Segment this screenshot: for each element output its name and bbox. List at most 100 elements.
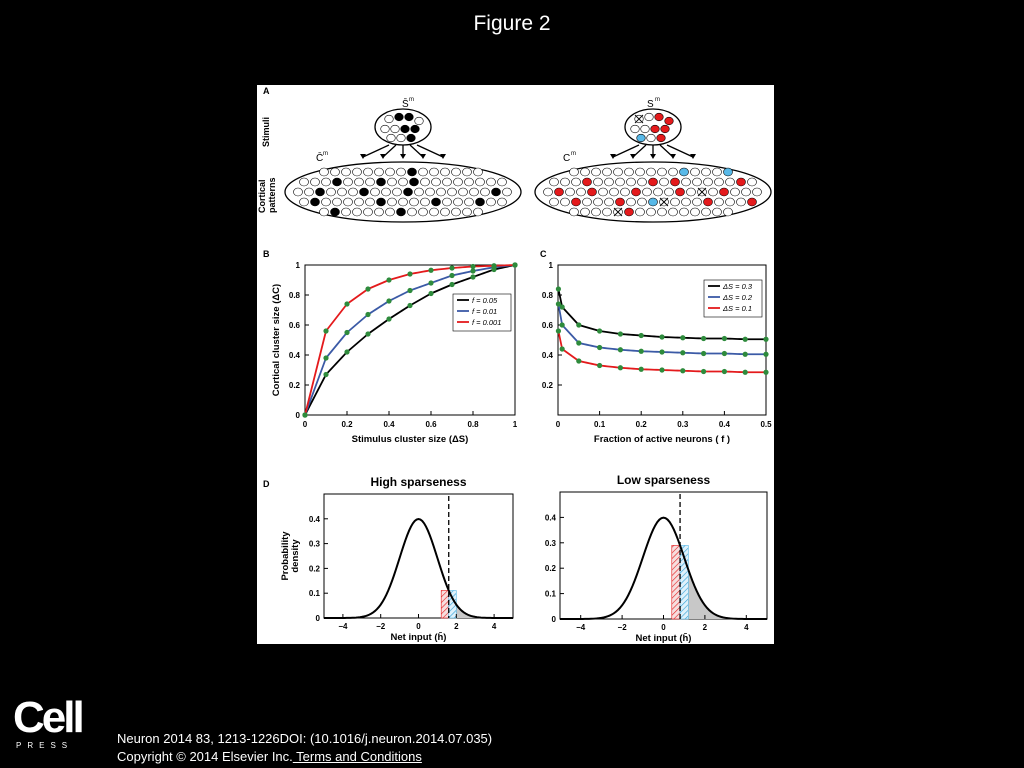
citation: Neuron 2014 83, 1213-1226DOI: (10.1016/j…: [117, 730, 492, 766]
terms-link[interactable]: Terms and Conditions: [292, 749, 422, 764]
row-label-stimuli: Stimuli: [261, 117, 271, 147]
cortical-neuron: [486, 177, 496, 187]
data-point: [763, 369, 769, 375]
y-tick-label: 0.4: [542, 351, 554, 360]
data-point: [576, 340, 582, 346]
cross-mark: [659, 197, 669, 207]
plot-frame: [323, 493, 514, 619]
cortical-neuron: [475, 197, 485, 207]
citation-line: Neuron 2014 83, 1213-1226DOI: (10.1016/j…: [117, 731, 493, 746]
cortical-neuron: [343, 197, 353, 207]
cortical-neuron: [337, 187, 347, 197]
cortical-neuron: [321, 197, 331, 207]
stimulus-neuron: [394, 112, 404, 122]
panel-b-label: B: [263, 249, 270, 259]
cortical-neuron: [747, 197, 757, 207]
cortical-neuron: [359, 187, 369, 197]
superscript-m: m: [655, 97, 660, 103]
cortical-neuron: [549, 197, 559, 207]
legend-label: ΔS = 0.1: [722, 304, 752, 313]
cortical-neuron: [593, 197, 603, 207]
cortical-ellipse: [534, 161, 772, 223]
x-tick-label: 0.2: [341, 420, 353, 429]
cortical-neuron: [620, 187, 630, 197]
data-point: [742, 351, 748, 357]
x-tick-label: 4: [492, 622, 497, 631]
x-tick-label: 0.2: [636, 420, 648, 429]
cortical-neuron: [299, 197, 309, 207]
x-tick-label: −4: [576, 623, 586, 632]
cortical-symbol-right: C: [563, 153, 570, 164]
cortical-neuron: [646, 207, 656, 217]
y-tick-label: 1: [549, 261, 554, 270]
data-point: [659, 367, 665, 373]
cortical-neuron: [365, 177, 375, 187]
cortical-neuron: [321, 177, 331, 187]
cortical-neuron: [341, 167, 351, 177]
cortical-neuron: [491, 187, 501, 197]
cortical-neuron: [741, 187, 751, 197]
stimulus-neuron: [410, 124, 420, 134]
plot-frame: [304, 264, 516, 416]
stimulus-neuron: [380, 124, 390, 134]
cortical-neuron: [473, 167, 483, 177]
data-point: [576, 358, 582, 364]
cortical-neuron: [712, 207, 722, 217]
stimulus-neuron: [400, 124, 410, 134]
cortical-neuron: [453, 177, 463, 187]
legend-label: f = 0.05: [472, 296, 498, 305]
figure-panel: A Stimuli Cortical patterns S̄ m C̄ m S …: [257, 85, 774, 644]
cortical-neuron: [407, 167, 417, 177]
cortical-neuron: [398, 197, 408, 207]
data-point: [555, 286, 562, 292]
stimulus-neuron: [664, 116, 674, 126]
cortical-neuron: [549, 177, 559, 187]
data-point: [559, 346, 565, 352]
cortical-neuron: [354, 177, 364, 187]
chart-d-high-sparseness: High sparseness −4 −2 0 2 4 0 0.1 0.2 0.3 0.4 Net i…: [280, 475, 514, 643]
cortical-neuron: [442, 177, 452, 187]
cortical-neuron: [431, 197, 441, 207]
cortical-neuron: [330, 207, 340, 217]
data-point: [701, 368, 707, 375]
stimulus-neuron: [390, 124, 400, 134]
x-tick-label: 0.4: [383, 420, 395, 429]
cortical-neuron: [497, 177, 507, 187]
data-point: [344, 349, 350, 355]
cortical-neuron: [365, 197, 375, 207]
stimulus-neuron: [654, 112, 664, 122]
cortical-neuron: [701, 167, 711, 177]
data-point: [386, 298, 392, 304]
stimulus-neuron: [646, 133, 656, 143]
density-curve: [559, 516, 768, 620]
cortical-neuron: [431, 177, 441, 187]
projection-arrow: [362, 144, 390, 158]
data-point: [597, 344, 603, 351]
cortical-neuron: [708, 187, 718, 197]
cortical-neuron: [648, 197, 658, 207]
hatched-bar-red: [440, 590, 450, 619]
cortical-neuron: [642, 187, 652, 197]
cortical-neuron: [374, 167, 384, 177]
data-point: [638, 366, 644, 372]
data-point: [680, 350, 686, 356]
stimulus-neuron: [406, 133, 416, 143]
cortical-neuron: [598, 187, 608, 197]
y-tick-label: 0.1: [309, 589, 321, 598]
chart-b: 0 0.2 0.4 0.6 0.8 1 0 0.2 0.4 0.6 0.8 1 Stimulus clu…: [271, 261, 518, 445]
cortical-neuron: [418, 207, 428, 217]
y-tick-label: 0: [296, 411, 301, 420]
cortical-neuron: [657, 167, 667, 177]
data-point: [701, 335, 707, 342]
cortical-neuron: [363, 167, 373, 177]
data-point: [721, 335, 727, 342]
chart-c: 0 0.1 0.2 0.3 0.4 0.5 0.2 0.4 0.6 0.8 1 Fraction of…: [542, 261, 772, 445]
cortical-neuron: [664, 187, 674, 197]
cortical-neuron: [304, 187, 314, 197]
cortical-neuron: [396, 207, 406, 217]
cross-mark: [634, 114, 644, 124]
data-point: [365, 286, 371, 292]
stimulus-neuron: [644, 112, 654, 122]
cortical-neuron: [736, 177, 746, 187]
cortical-neuron: [615, 197, 625, 207]
